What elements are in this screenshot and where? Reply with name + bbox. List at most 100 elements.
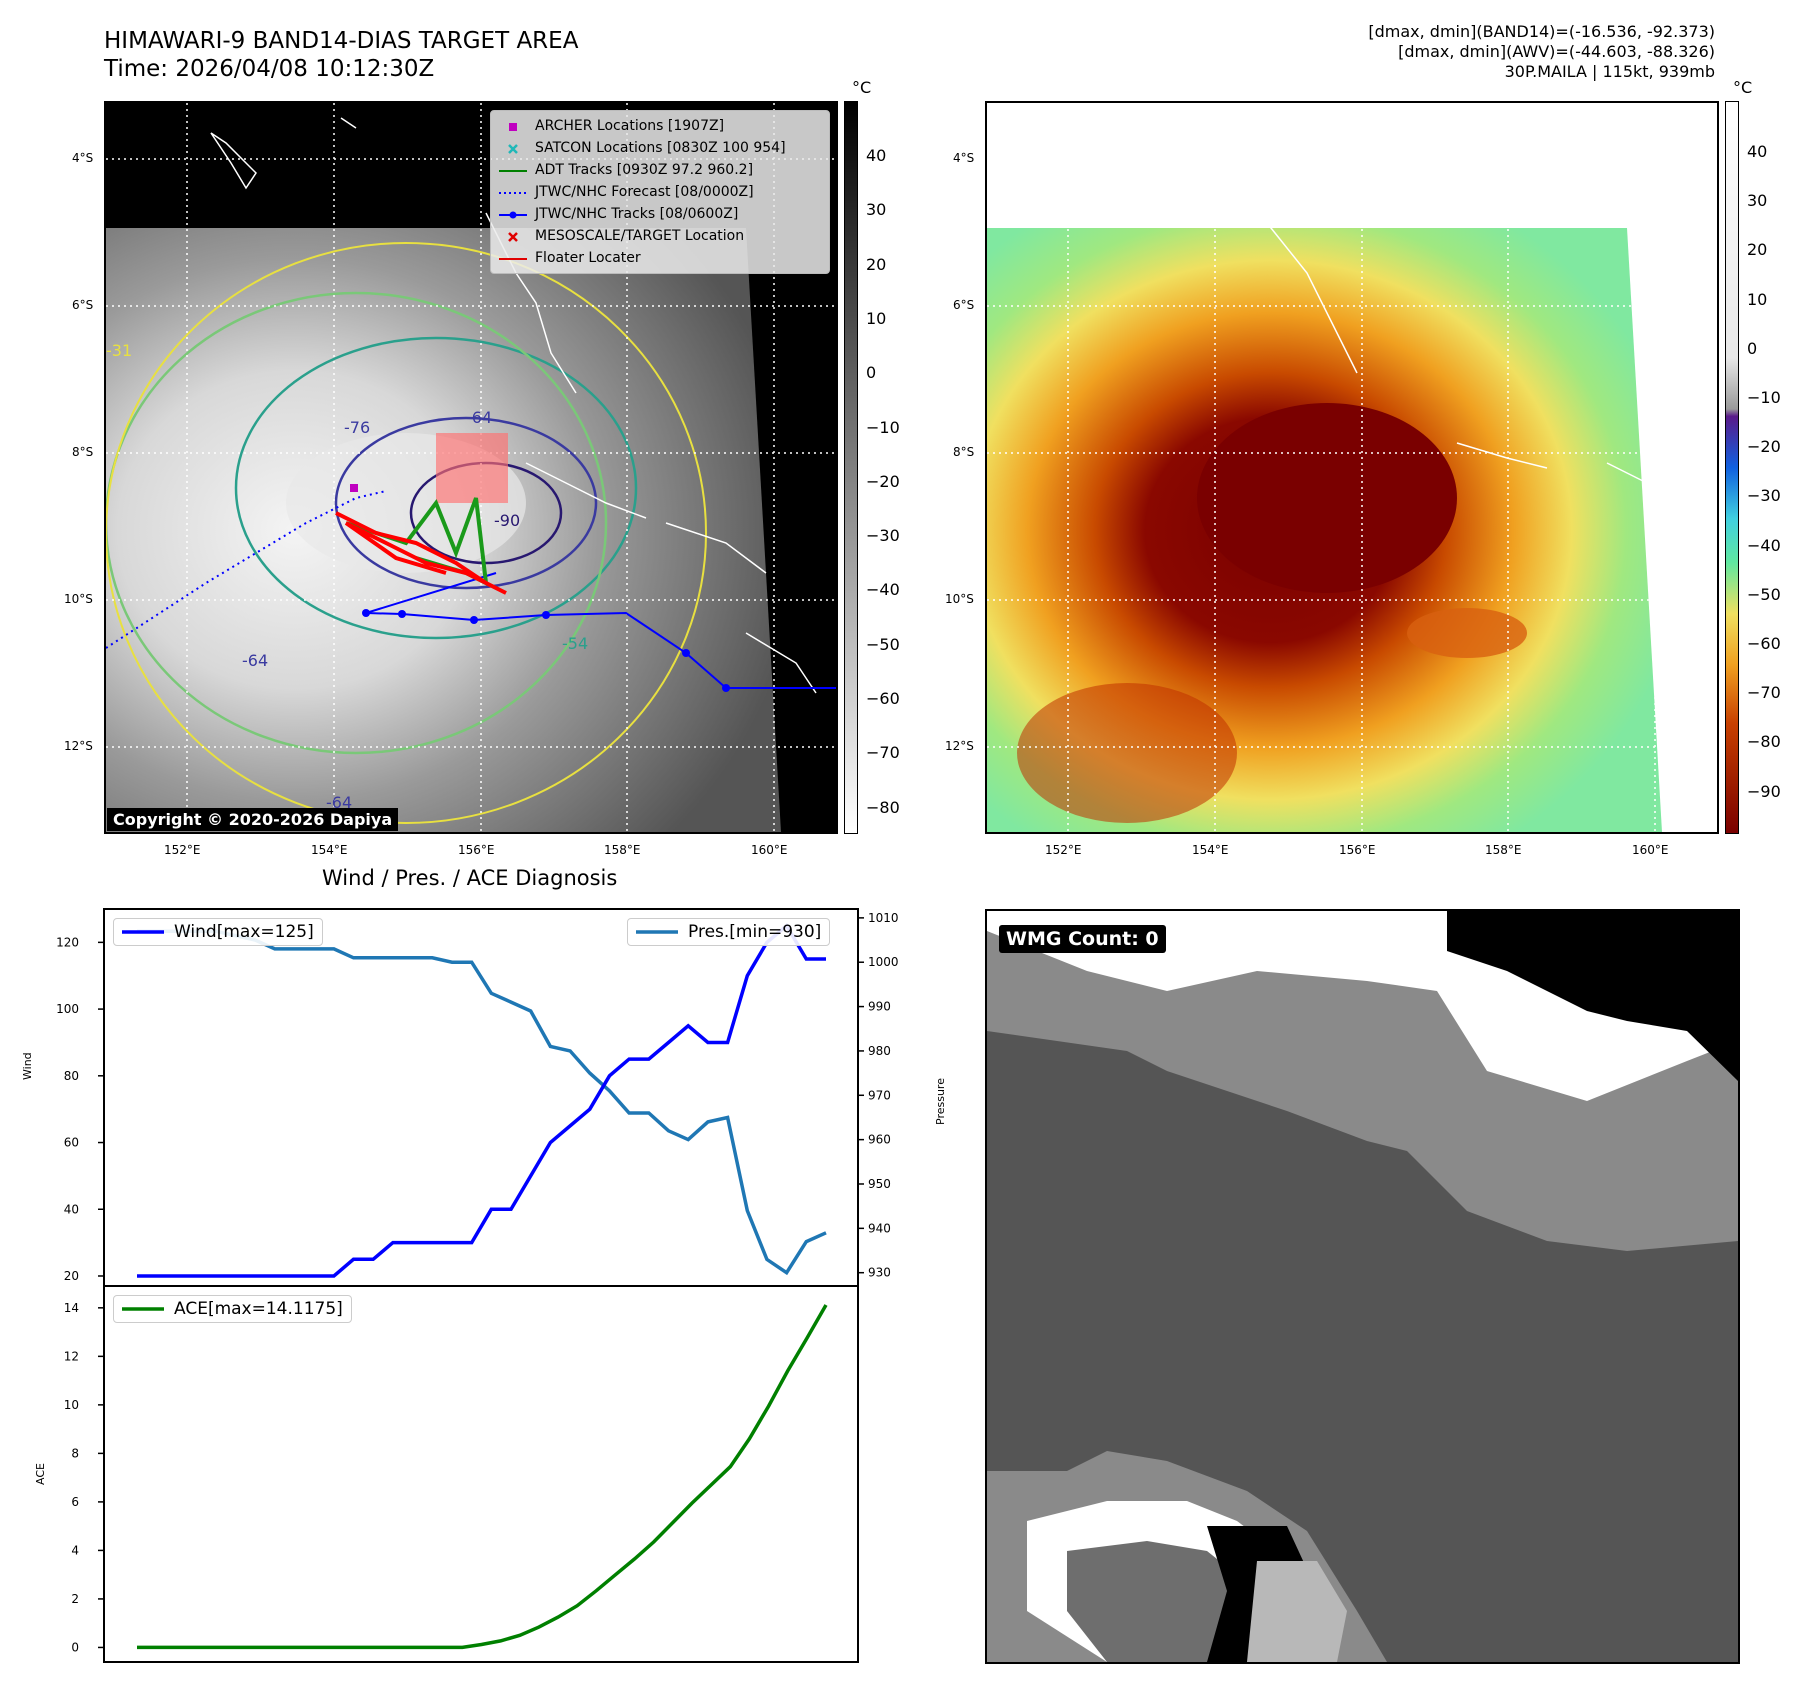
colorbar-tick-label: −10 [1747,388,1781,407]
axis-tick-label: 20 [64,1269,79,1283]
legend-item-archer: ARCHER Locations [1907Z] [499,115,821,137]
contour-label: -64 [326,793,352,812]
legend-line-icon [122,930,164,934]
x-marker-icon [499,229,527,243]
lat-tick-label: 8°S [72,445,94,459]
wmg-image [987,911,1738,1662]
legend-item-floater: Floater Locater [499,247,821,269]
lon-tick-label: 160°E [751,843,788,857]
axis-tick-label: 1010 [868,911,899,925]
colorbar-tick-label: −60 [866,689,900,708]
legend-item-adt: ADT Tracks [0930Z 97.2 960.2] [499,159,821,181]
colorbar-tick-label: −20 [866,471,900,491]
lat-tick-label: 6°S [953,298,975,312]
lon-tick-label: 152°E [1045,843,1082,857]
contour-label: -90 [494,511,520,530]
contour-label: -64 [242,651,268,670]
legend-item-mesoscale: MESOSCALE/TARGET Location [499,225,821,247]
lon-tick-label: 154°E [1192,843,1229,857]
wind-series-line [137,923,826,1278]
axis-tick-label: 12 [64,1349,79,1363]
colorbar-tick-label: −50 [1747,584,1781,604]
solid-line-icon [499,163,527,177]
lat-tick-label: 12°S [945,739,974,753]
colorbar-tick-label: 10 [866,308,887,328]
colorbar-tick-label: 30 [1747,191,1768,211]
axis-tick-label: 40 [64,1202,79,1216]
colorbar-tick-label: −80 [1747,732,1781,752]
wmg-panel: WMG Count: 0 [985,909,1740,1664]
wind-legend: Wind[max=125] [113,918,323,946]
lat-tick-label: 10°S [945,592,974,606]
colorbar-tick-label: 0 [1747,338,1758,358]
lat-tick-label: 4°S [953,151,975,165]
colorbar-tick-label: −70 [1747,683,1781,703]
legend-line-icon [122,1307,164,1311]
awv-map-image [987,103,1717,832]
colorbar-tick-label: −80 [866,797,900,817]
legend-line-icon [636,930,678,934]
colorbar-tick-label: −20 [1747,437,1781,457]
axis-tick-label: 970 [868,1088,891,1102]
color-colorbar-unit: °C [1733,78,1753,97]
axis-tick-label: 0 [71,1640,79,1654]
lon-tick-label: 158°E [604,843,641,857]
colorbar-tick-label: −60 [1747,634,1781,653]
colorbar-tick-label: −70 [866,743,900,763]
colorbar-tick-label: −10 [866,417,900,437]
figure-title-line2: Time: 2026/04/08 10:12:30Z [104,56,435,82]
color-colorbar [1725,101,1739,834]
colorbar-tick-label: 40 [1747,142,1768,161]
colorbar-tick-label: −30 [1747,486,1781,506]
diagnosis-title: Wind / Pres. / ACE Diagnosis [322,866,618,890]
contour-label: -31 [106,341,132,360]
colorbar-tick-label: 10 [1747,289,1768,309]
axis-tick-label: 940 [868,1221,891,1235]
lat-tick-label: 10°S [64,592,93,606]
ace-series-line [137,1304,828,1650]
dotted-line-icon [499,185,527,199]
axis-tick-label: 4 [71,1543,79,1557]
axis-tick-label: 120 [56,935,79,949]
axis-tick-label: 8 [71,1446,79,1460]
info-band14-range: [dmax, dmin](BAND14)=(-16.536, -92.373) [1368,22,1715,41]
solid-line-icon [499,251,527,265]
colorbar-tick-label: 30 [866,200,887,220]
awv-map-panel [985,101,1719,834]
axis-tick-label: 14 [64,1301,79,1315]
colorbar-tick-label: −30 [866,526,900,546]
figure-title-line1: HIMAWARI-9 BAND14-DIAS TARGET AREA [104,28,579,54]
axis-tick-label: 60 [64,1136,79,1150]
info-storm-summary: 30P.MAILA | 115kt, 939mb [1504,62,1715,81]
axis-tick-label: 930 [868,1266,891,1280]
square-marker-icon [499,119,527,133]
lat-tick-label: 8°S [953,445,975,459]
axis-tick-label: 2 [71,1592,79,1606]
legend-item-satcon: SATCON Locations [0830Z 100 954] [499,137,821,159]
contour-label: -76 [344,418,370,437]
pressure-axis-label: Pressure [934,1078,947,1125]
lat-tick-label: 4°S [72,151,94,165]
legend-item-forecast: JTWC/NHC Forecast [08/0000Z] [499,181,821,203]
lon-tick-label: 152°E [164,843,201,857]
axis-tick-label: 980 [868,1044,891,1058]
colorbar-tick-label: −50 [866,634,900,654]
lon-tick-label: 156°E [458,843,495,857]
lon-tick-label: 158°E [1485,843,1522,857]
lon-tick-label: 154°E [311,843,348,857]
axis-tick-label: 990 [868,1000,891,1014]
line-dot-icon [499,207,527,221]
lat-tick-label: 12°S [64,739,93,753]
lon-tick-label: 160°E [1632,843,1669,857]
axis-tick-label: 100 [56,1002,79,1016]
legend-item-tracks: JTWC/NHC Tracks [08/0600Z] [499,203,821,225]
copyright-label: Copyright © 2020-2026 Dapiya [107,808,399,831]
pressure-series-line [137,929,827,1276]
colorbar-tick-label: −40 [866,580,900,600]
map-legend: ARCHER Locations [1907Z] SATCON Location… [490,110,830,274]
colorbar-tick-label: 0 [866,363,877,383]
x-marker-icon [499,141,527,155]
ace-legend: ACE[max=14.1175] [113,1295,352,1323]
axis-tick-label: 1000 [868,955,899,969]
contour-label: -54 [562,634,588,653]
